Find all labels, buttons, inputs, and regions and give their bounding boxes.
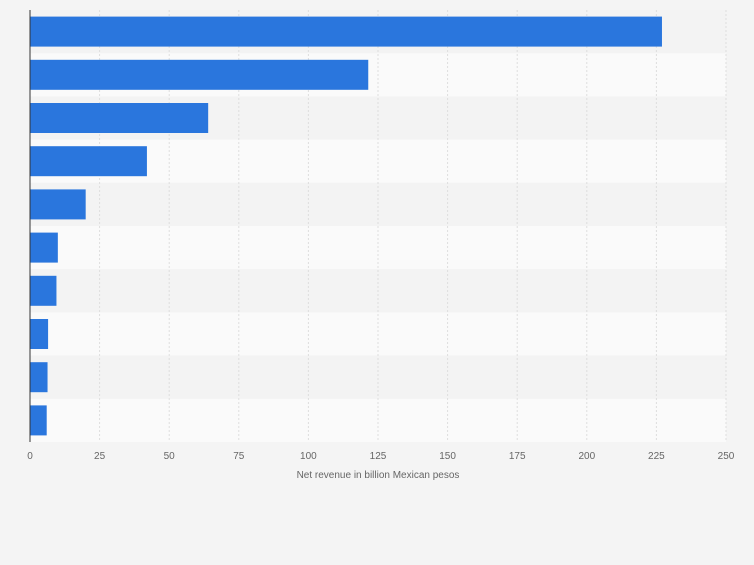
bar[interactable] [30, 405, 47, 436]
bars [30, 16, 662, 436]
bar[interactable] [30, 103, 209, 133]
x-tick-label: 175 [509, 451, 526, 462]
x-tick-label: 125 [370, 451, 387, 462]
x-tick-label: 200 [578, 451, 595, 462]
x-tick-label: 100 [300, 451, 317, 462]
x-tick-label: 50 [164, 451, 176, 462]
x-tick-label: 0 [27, 451, 33, 462]
x-tick-labels: 0 25 50 75 100 125 150 175 200 225 250 [27, 451, 735, 462]
bar[interactable] [30, 275, 57, 306]
bar[interactable] [30, 232, 58, 263]
x-tick-label: 225 [648, 451, 665, 462]
bar[interactable] [30, 16, 662, 47]
bar[interactable] [30, 189, 86, 220]
bar[interactable] [30, 146, 147, 177]
x-tick-label: 150 [439, 451, 456, 462]
x-tick-label: 250 [718, 451, 735, 462]
bar[interactable] [30, 59, 369, 90]
bar[interactable] [30, 319, 49, 349]
x-tick-label: 75 [233, 451, 245, 462]
x-axis-label: Net revenue in billion Mexican pesos [297, 470, 460, 481]
x-tick-label: 25 [94, 451, 106, 462]
bar[interactable] [30, 362, 48, 393]
